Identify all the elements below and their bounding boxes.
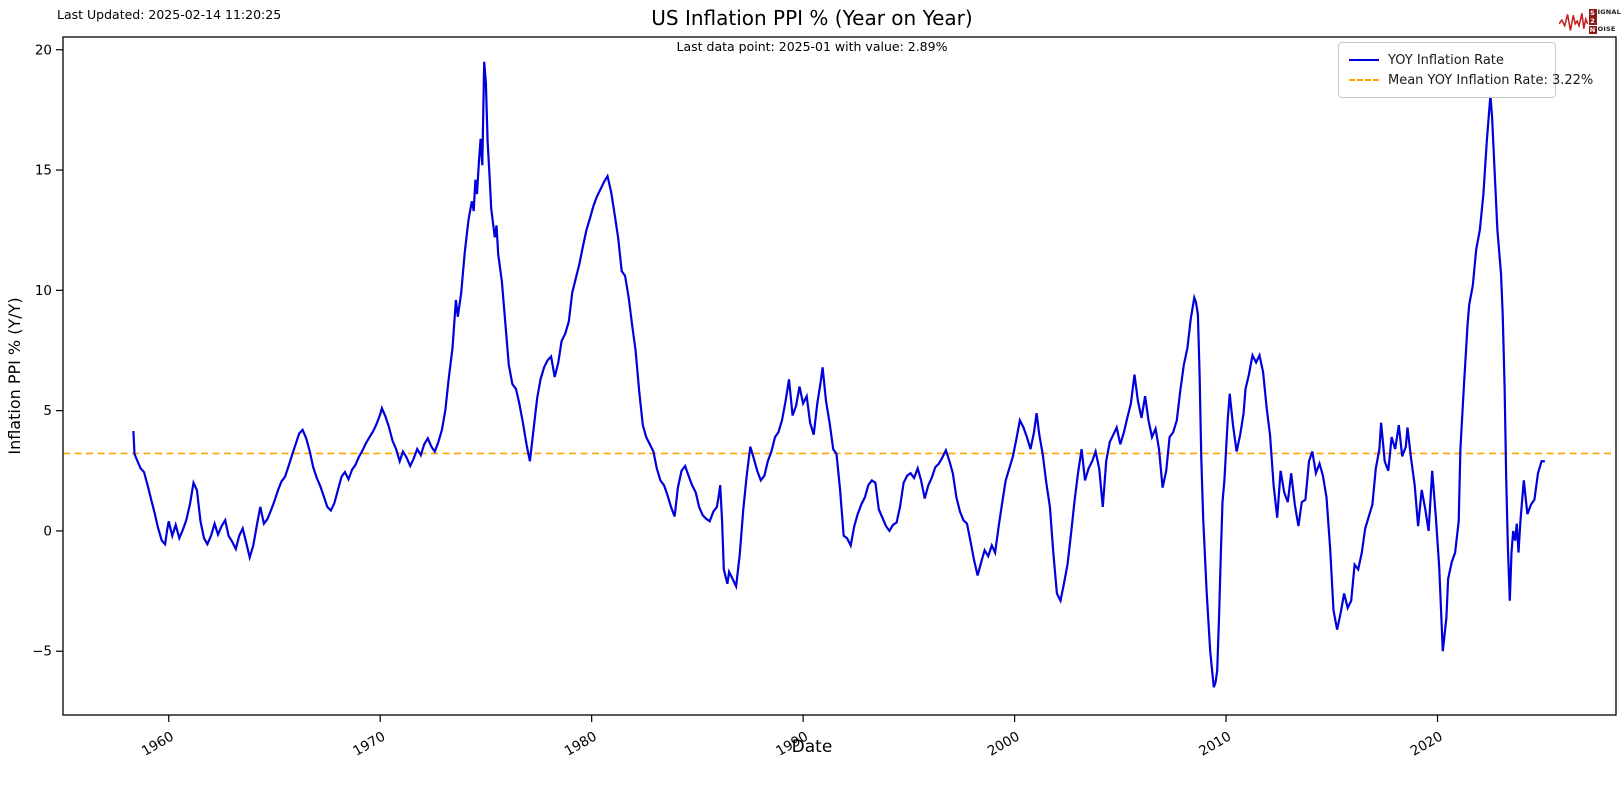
y-tick-label: 0 <box>43 523 52 539</box>
yoy-inflation-line <box>132 61 1545 688</box>
legend-label-yoy: YOY Inflation Rate <box>1388 52 1504 68</box>
y-tick-label: 15 <box>35 163 52 179</box>
logo-words: S IGNAL 2 N OISE <box>1588 8 1621 34</box>
x-tick-label: 1980 <box>562 729 600 760</box>
logo-word-rest: OISE <box>1597 25 1616 33</box>
logo-word-signal: S IGNAL <box>1588 8 1621 17</box>
chart-subtitle: Last data point: 2025-01 with value: 2.8… <box>676 39 948 54</box>
logo-word-2: 2 <box>1588 17 1621 25</box>
y-tick-label: 10 <box>35 283 52 299</box>
y-tick-label: 5 <box>43 403 52 419</box>
legend-item-mean: Mean YOY Inflation Rate: 3.22% <box>1349 70 1593 90</box>
legend-label-mean: Mean YOY Inflation Rate: 3.22% <box>1388 72 1594 88</box>
y-tick-label: 20 <box>35 42 52 58</box>
logo-word-rest: IGNAL <box>1597 8 1621 16</box>
legend-line-sample-solid <box>1349 59 1379 61</box>
chart-legend: YOY Inflation Rate Mean YOY Inflation Ra… <box>1338 42 1593 98</box>
x-tick-label: 2020 <box>1408 729 1446 760</box>
legend-item-yoy: YOY Inflation Rate <box>1349 50 1545 70</box>
waveform-icon <box>1559 13 1588 31</box>
page-title: US Inflation PPI % (Year on Year) <box>651 6 973 30</box>
signal2noise-logo: S IGNAL 2 N OISE <box>1559 3 1621 39</box>
logo-letter-box: 2 <box>1588 17 1597 25</box>
logo-letter-box: N <box>1588 25 1597 34</box>
x-tick-label: 1960 <box>139 729 177 760</box>
logo-letter-box: S <box>1588 8 1597 17</box>
x-tick-label: 2010 <box>1196 729 1234 760</box>
legend-line-sample-dashed <box>1349 79 1379 81</box>
last-updated-text: Last Updated: 2025-02-14 11:20:25 <box>57 7 282 22</box>
y-axis-label: Inflation PPI % (Y/Y) <box>5 297 24 454</box>
y-tick-label: −5 <box>32 644 52 660</box>
x-axis-label: Date <box>792 737 833 757</box>
x-tick-label: 2000 <box>985 729 1023 760</box>
plot-border <box>62 36 1617 716</box>
x-tick-label: 1970 <box>350 729 388 760</box>
logo-word-noise: N OISE <box>1588 25 1621 34</box>
